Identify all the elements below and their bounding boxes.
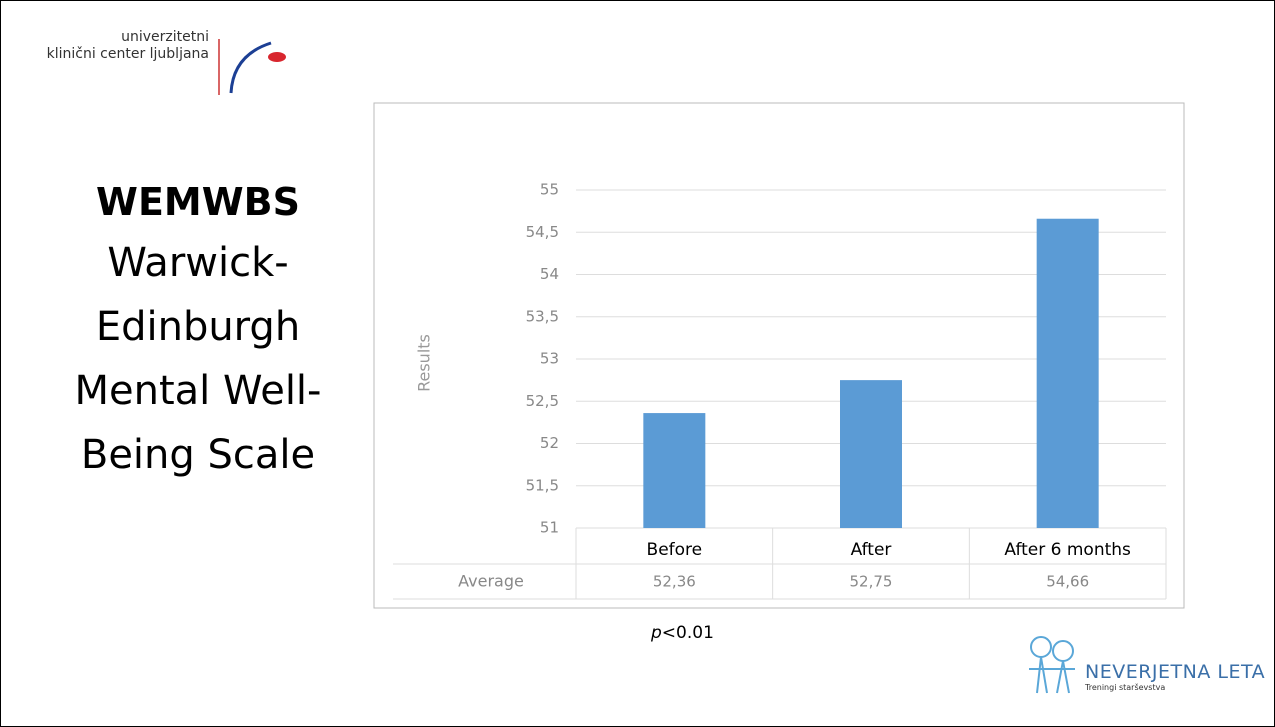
y-tick-label: 54 [540, 265, 559, 283]
heading-title: WEMWBS [96, 180, 300, 224]
x-tick-label: After [851, 540, 892, 560]
y-tick-label: 53,5 [526, 307, 559, 325]
y-tick-label: 52 [540, 434, 559, 452]
heading: WEMWBS Warwick-Edinburgh Mental Well-Bei… [53, 173, 343, 487]
y-tick-label: 53 [540, 350, 559, 368]
y-tick-label: 55 [540, 181, 559, 199]
chart-frame [373, 102, 1185, 609]
value-label: 52,36 [653, 573, 696, 591]
bar [1036, 218, 1099, 529]
heading-subtitle: Warwick-Edinburgh Mental Well-Being Scal… [74, 240, 322, 478]
note: p<0.01 [651, 623, 714, 643]
logo-line: klinični center ljubljana [46, 46, 209, 62]
x-tick-label: Before [647, 540, 703, 560]
y-tick-label: 51,5 [526, 476, 559, 494]
label-bg [793, 531, 949, 563]
logo-mark [218, 39, 286, 95]
label-bg [989, 531, 1146, 563]
y-axis-label: Results [415, 334, 434, 392]
bar [840, 380, 902, 528]
table-row-label: Average [458, 572, 524, 591]
value-label: 54,66 [1046, 573, 1089, 591]
brand-icon [1029, 636, 1075, 694]
brand: NEVERJETNA LETA Treningi starševstva [1085, 661, 1265, 692]
note-rest: <0.01 [661, 623, 714, 643]
y-tick-label: 54,5 [526, 223, 559, 241]
bar [643, 413, 706, 528]
note-italic: p [651, 623, 662, 643]
brand-name: NEVERJETNA LETA [1085, 661, 1266, 683]
y-tick-label: 51 [540, 519, 559, 537]
logo-line: univerzitetni [121, 29, 209, 45]
value-label: 52,75 [850, 573, 893, 591]
y-tick-label: 52,5 [526, 392, 559, 410]
label-bg [596, 531, 753, 563]
brand-tagline: Treningi starševstva [1085, 683, 1166, 692]
logo-text: univerzitetni klinični center ljubljana [9, 29, 209, 63]
x-tick-label: After 6 months [1004, 540, 1131, 560]
